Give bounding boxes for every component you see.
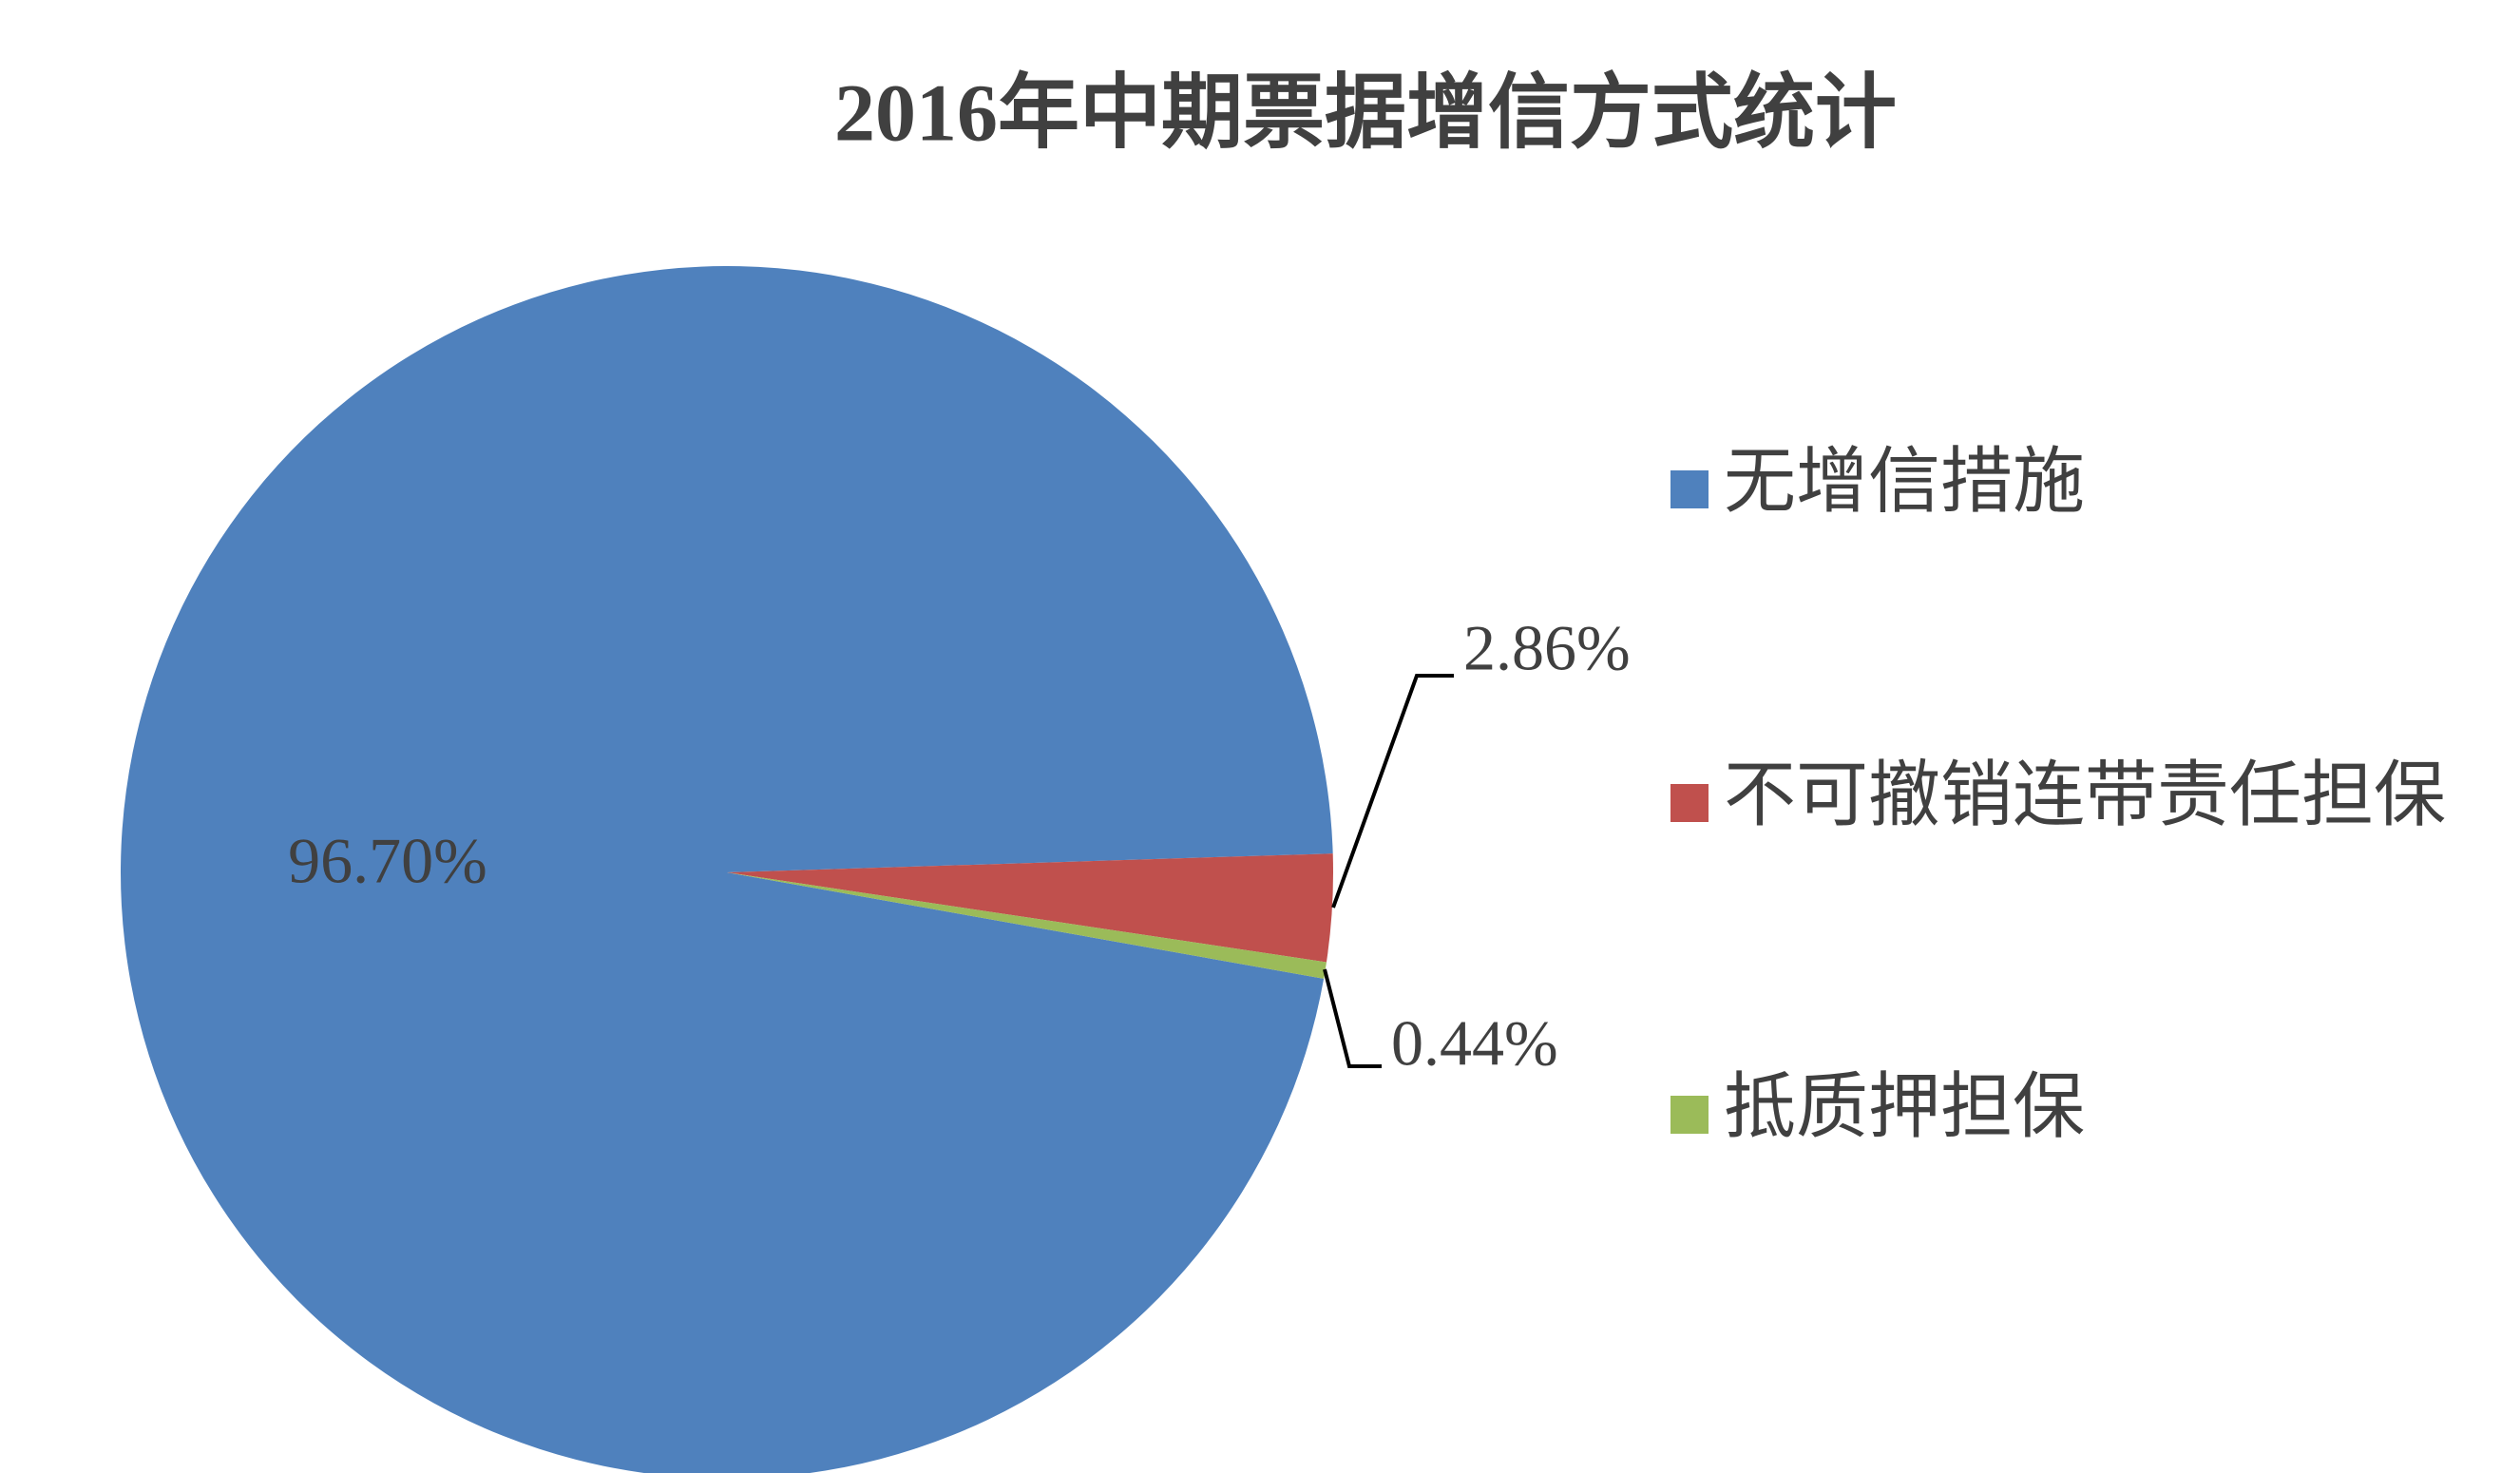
data-label: 96.70%	[288, 825, 487, 897]
legend-swatch	[1670, 1096, 1709, 1134]
legend-label: 不可撤销连带责任担保	[1724, 756, 2446, 835]
chart-title: 2016年中期票据增信方式统计	[834, 67, 1897, 159]
data-label: 0.44%	[1391, 1007, 1558, 1080]
pie-slice	[121, 265, 1333, 1473]
legend-label: 无增信措施	[1724, 442, 2085, 522]
legend-swatch	[1670, 470, 1709, 508]
legend-label: 抵质押担保	[1724, 1067, 2085, 1147]
pie-slice	[727, 853, 1333, 963]
leader-line	[1331, 674, 1454, 909]
leader-line	[1323, 968, 1382, 1068]
data-label: 2.86%	[1463, 612, 1631, 684]
pie-slice	[727, 872, 1327, 979]
legend-swatch	[1670, 784, 1709, 822]
